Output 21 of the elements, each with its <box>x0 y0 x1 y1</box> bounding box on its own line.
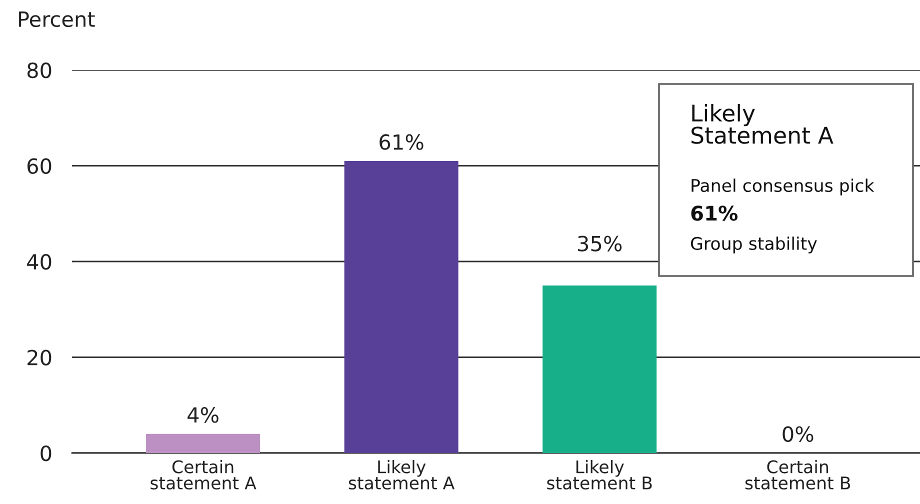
annotation: Likely Statement A <box>692 104 834 144</box>
data-label: 35% <box>578 236 622 252</box>
bar <box>542 285 657 453</box>
bar <box>344 160 458 453</box>
data-label: 61% <box>380 134 424 150</box>
y-tick-label: 80 <box>27 62 52 78</box>
x-tick-label: Certain statement A <box>150 460 256 490</box>
data-label: 4% <box>188 407 218 423</box>
y-tick-label: 60 <box>28 158 52 174</box>
annotation: Panel consensus pick <box>692 178 874 196</box>
annotation: 61% <box>691 206 738 221</box>
bar <box>146 434 260 453</box>
data-label: 0% <box>782 426 814 442</box>
annotation: Group stability <box>690 236 817 254</box>
y-tick-label: 40 <box>27 254 52 270</box>
y-tick-label: 20 <box>28 350 52 366</box>
y-tick-label: 0 <box>40 445 52 462</box>
y-axis-title: Percent <box>19 12 95 28</box>
x-tick-label: Likely statement A <box>348 460 455 490</box>
x-tick-label: Likely statement B <box>547 460 652 490</box>
x-tick-label: Certain statement B <box>745 460 850 490</box>
